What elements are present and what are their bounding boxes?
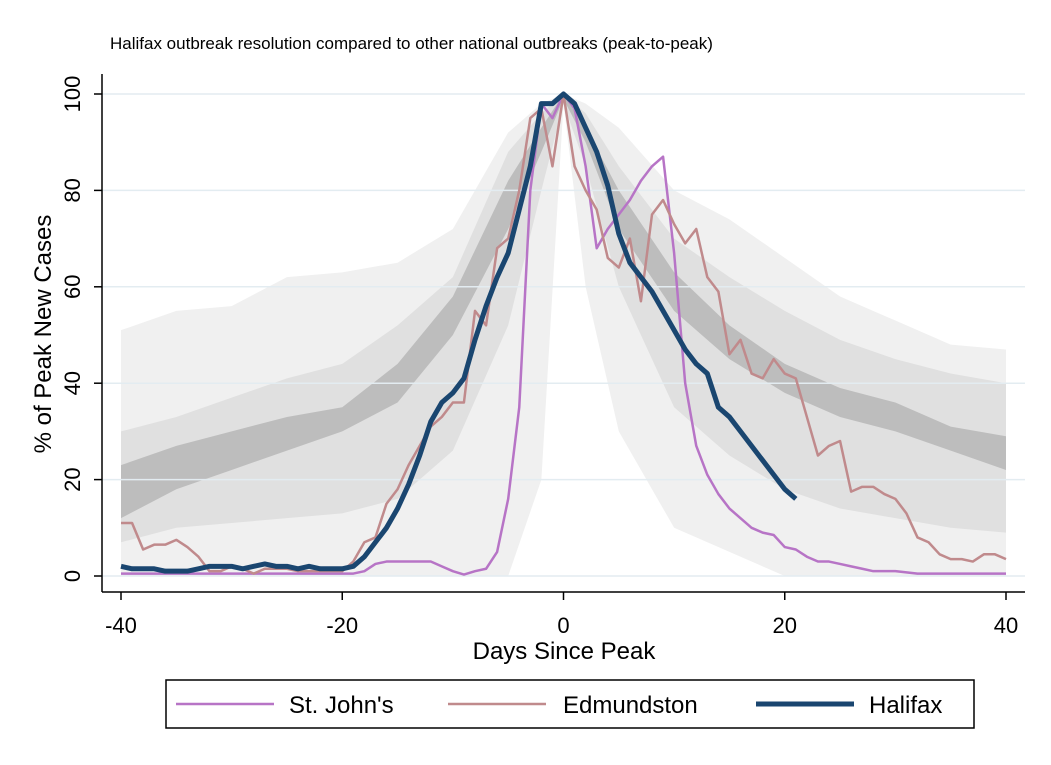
legend-label-halifax: Halifax: [869, 692, 942, 719]
legend: St. John's Edmundston Halifax: [165, 679, 975, 729]
chart-title: Halifax outbreak resolution compared to …: [110, 34, 713, 53]
legend-label-edmundston: Edmundston: [563, 692, 698, 719]
series-line-halifax: [120, 91, 798, 574]
y-tick-label: 20: [60, 467, 85, 491]
legend-label-st-johns: St. John's: [289, 692, 394, 719]
x-tick-label: 0: [557, 613, 569, 638]
y-tick-label: 80: [60, 178, 85, 202]
series-line-st-john-s: [121, 92, 1006, 576]
series-lines: [120, 91, 1007, 576]
y-tick-label: 60: [60, 275, 85, 299]
x-axis-label: Days Since Peak: [473, 638, 657, 665]
y-tick-label: 100: [60, 76, 85, 113]
x-tick-label: 20: [773, 613, 797, 638]
x-tick-label: -20: [326, 613, 358, 638]
y-tick-label: 0: [60, 570, 85, 582]
confidence-bands: [121, 94, 1006, 576]
band-core: [121, 94, 1006, 519]
x-ticks: -40 -20 0 20 40: [105, 592, 1018, 638]
x-tick-label: -40: [105, 613, 137, 638]
gridlines: [102, 93, 1025, 577]
x-tick-label: 40: [994, 613, 1018, 638]
y-axis-label: % of Peak New Cases: [30, 215, 57, 454]
y-tick-label: 40: [60, 371, 85, 395]
y-ticks: 0 20 40 60 80 100: [60, 76, 102, 582]
